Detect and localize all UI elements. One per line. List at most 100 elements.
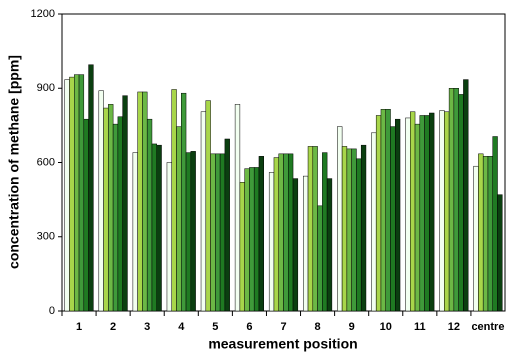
- bar: [112, 123, 119, 312]
- bar: [448, 88, 455, 312]
- bar: [64, 79, 70, 312]
- bar: [346, 148, 352, 312]
- bar: [98, 90, 104, 312]
- bar: [419, 115, 425, 312]
- bar: [88, 64, 94, 312]
- y-tick-label: 600: [37, 156, 55, 168]
- bar: [190, 151, 196, 312]
- bar: [108, 104, 114, 312]
- bar: [444, 111, 450, 312]
- bar: [137, 91, 143, 312]
- bar: [132, 152, 138, 312]
- bar: [385, 109, 391, 312]
- bar: [463, 79, 469, 312]
- x-tick-label: 9: [349, 321, 355, 333]
- bar: [156, 144, 162, 312]
- bar: [151, 143, 157, 312]
- bar: [337, 126, 343, 312]
- x-tick-label: 11: [414, 321, 426, 333]
- bar: [74, 74, 80, 312]
- bar: [146, 118, 153, 312]
- bar: [453, 88, 459, 312]
- x-tick-label: 12: [448, 321, 460, 333]
- bar: [371, 132, 377, 312]
- y-tick-label: 1200: [31, 8, 55, 20]
- x-tick-label: 2: [110, 321, 116, 333]
- bar: [341, 146, 348, 312]
- bar: [142, 91, 148, 312]
- bar: [478, 153, 484, 312]
- bar: [224, 138, 230, 312]
- bar: [487, 156, 493, 312]
- bar: [103, 107, 109, 312]
- bar: [244, 168, 250, 312]
- bar: [360, 144, 367, 312]
- bar: [176, 126, 182, 312]
- bar: [258, 156, 264, 312]
- x-tick-label: 1: [76, 321, 82, 333]
- bar: [405, 117, 411, 312]
- bar: [492, 136, 498, 312]
- x-axis-title: measurement position: [208, 336, 357, 352]
- bar: [292, 178, 299, 312]
- bar: [351, 148, 357, 312]
- bar: [253, 167, 260, 312]
- bar: [424, 115, 430, 312]
- bar: [283, 153, 289, 312]
- bar: [395, 118, 401, 312]
- bar: [215, 153, 221, 312]
- bar: [303, 175, 309, 312]
- bar: [249, 167, 255, 312]
- bar: [171, 89, 177, 312]
- bar: [181, 92, 187, 312]
- bar: [205, 100, 211, 312]
- bar: [278, 153, 284, 312]
- bar: [375, 115, 382, 312]
- bar: [200, 111, 207, 312]
- bar: [414, 123, 421, 312]
- bar: [326, 178, 333, 312]
- bar: [78, 74, 85, 312]
- bar: [268, 172, 275, 312]
- bar: [458, 94, 464, 312]
- x-tick-label: 6: [246, 321, 252, 333]
- x-tick-label: 4: [178, 321, 185, 333]
- bar: [473, 165, 479, 312]
- bar: [429, 112, 435, 312]
- bar: [312, 146, 318, 312]
- bar: [117, 116, 123, 312]
- bar: [410, 111, 416, 312]
- x-tick-label: 5: [212, 321, 218, 333]
- bar: [322, 152, 328, 312]
- x-tick-label: centre: [471, 321, 504, 333]
- bar: [210, 153, 216, 312]
- x-tick-label: 8: [315, 321, 321, 333]
- bar: [273, 157, 279, 312]
- x-tick-label: 3: [144, 321, 150, 333]
- bar: [83, 118, 89, 312]
- bar: [356, 158, 362, 312]
- y-tick-label: 300: [37, 231, 55, 243]
- bar: [234, 104, 241, 312]
- y-axis-title: concentration of methane [ppm]: [6, 55, 22, 269]
- bar: [380, 109, 386, 312]
- x-tick-label: 7: [280, 321, 286, 333]
- x-tick-label: 10: [380, 321, 392, 333]
- bar: [497, 194, 503, 312]
- bar: [219, 153, 226, 312]
- bar: [482, 156, 489, 312]
- bar: [239, 182, 245, 312]
- bar: [390, 126, 396, 312]
- bar: [307, 146, 314, 312]
- bar: [166, 162, 172, 312]
- bar: [185, 152, 192, 312]
- y-tick-label: 900: [37, 82, 55, 94]
- bar: [288, 153, 294, 312]
- bar: [439, 110, 445, 312]
- y-tick-label: 0: [49, 305, 55, 317]
- bar: [122, 95, 128, 312]
- bar: [69, 76, 75, 312]
- bar: [317, 205, 323, 312]
